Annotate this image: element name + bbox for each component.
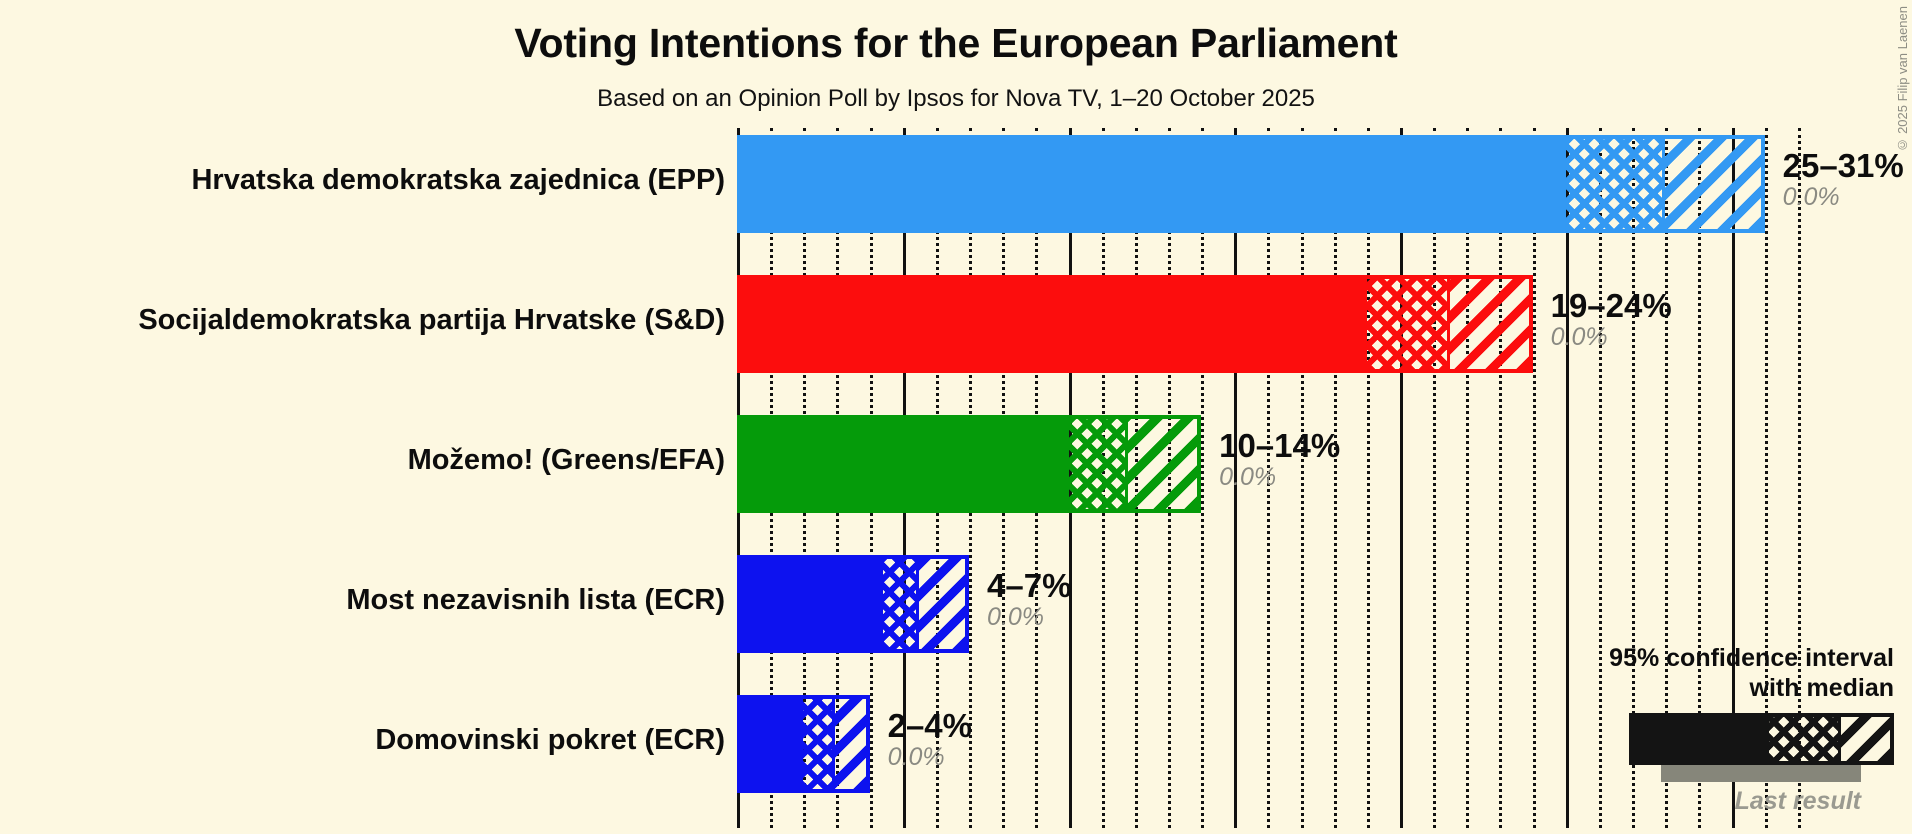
legend-caption: 95% confidence interval with median (1494, 644, 1894, 703)
copyright-notice: © 2025 Filip van Laenen (1895, 6, 1910, 153)
bar-segment-crosshatch (1068, 419, 1129, 509)
gridline-minor (1267, 128, 1271, 828)
bar-segment-crosshatch (1565, 139, 1666, 229)
bar-segment-crosshatch (803, 699, 835, 789)
value-label-group-5: 2–4% 0.0% (888, 709, 972, 773)
legend-caption-line1: 95% confidence interval (1609, 644, 1894, 672)
bar-track (737, 135, 1765, 233)
bar-4 (737, 555, 970, 653)
bar-segment-crosshatch (882, 559, 920, 649)
last-result-value: 0.0% (887, 743, 945, 771)
bar-segment-solid (741, 699, 804, 789)
confidence-interval-value: 4–7% (987, 567, 1072, 604)
gridline-minor (1764, 128, 1768, 828)
gridline-minor (1499, 128, 1503, 828)
legend-last-result-bar (1661, 765, 1861, 782)
gridline-minor (1632, 128, 1636, 828)
category-label-4: Most nezavisnih lista (ECR) (346, 584, 725, 616)
last-result-value: 0.0% (1219, 463, 1277, 491)
gridline-major (1234, 128, 1238, 828)
last-result-value: 0.0% (1550, 323, 1608, 351)
last-result-value: 0.0% (987, 603, 1045, 631)
bar-1 (737, 135, 1765, 233)
legend-caption-line2: with median (1749, 673, 1894, 702)
gridline-minor (1797, 128, 1801, 828)
gridline-minor (1201, 128, 1205, 828)
bar-track (737, 415, 1202, 513)
legend-segment-diagonal (1841, 717, 1890, 761)
bar-track (737, 695, 870, 793)
gridline-minor (1698, 128, 1702, 828)
gridline-minor (1433, 128, 1437, 828)
gridline-minor (1300, 128, 1304, 828)
bar-segment-crosshatch (1366, 279, 1450, 369)
page-subtitle: Based on an Opinion Poll by Ipsos for No… (597, 85, 1315, 112)
value-label-group-4: 4–7% 0.0% (987, 569, 1071, 633)
value-label-group-2: 19–24% 0.0% (1551, 289, 1672, 353)
bar-3 (737, 415, 1202, 513)
category-label-2: Socijaldemokratska partija Hrvatske (S&D… (138, 304, 725, 336)
gridline-minor (1532, 128, 1536, 828)
legend-segment-solid (1633, 717, 1769, 761)
bar-track (737, 275, 1533, 373)
category-label-3: Možemo! (Greens/EFA) (407, 444, 725, 476)
bar-segment-solid (741, 419, 1069, 509)
gridline-minor (1598, 128, 1602, 828)
value-label-group-3: 10–14% 0.0% (1219, 429, 1340, 493)
legend-sample-bar (1629, 713, 1894, 765)
gridline-major (1565, 128, 1569, 828)
bar-5 (737, 695, 870, 793)
legend: 95% confidence interval with median Last… (1494, 644, 1894, 816)
value-label-group-1: 25–31% 0.0% (1783, 149, 1904, 213)
gridline-major (1731, 128, 1735, 828)
gridline-minor (1466, 128, 1470, 828)
bar-segment-diagonal (919, 559, 966, 649)
category-label-5: Domovinski pokret (ECR) (375, 724, 725, 756)
confidence-interval-value: 19–24% (1550, 287, 1672, 324)
bar-segment-solid (741, 559, 883, 649)
category-label-1: Hrvatska demokratska zajednica (EPP) (191, 164, 725, 196)
confidence-interval-value: 10–14% (1219, 427, 1341, 464)
bar-segment-solid (741, 139, 1566, 229)
bar-segment-diagonal (1665, 139, 1761, 229)
last-result-value: 0.0% (1782, 183, 1840, 211)
bar-track (737, 555, 970, 653)
bar-2 (737, 275, 1533, 373)
confidence-interval-value: 25–31% (1782, 147, 1904, 184)
gridline-minor (1665, 128, 1669, 828)
gridline-minor (1366, 128, 1370, 828)
page-title: Voting Intentions for the European Parli… (514, 20, 1398, 66)
legend-segment-crosshatch (1769, 717, 1841, 761)
bar-segment-diagonal (1128, 419, 1198, 509)
gridline-major (1400, 128, 1403, 828)
confidence-interval-value: 2–4% (887, 707, 972, 744)
bar-segment-solid (741, 279, 1367, 369)
bar-segment-diagonal (1449, 279, 1529, 369)
gridline-minor (1333, 128, 1337, 828)
bar-segment-diagonal (834, 699, 866, 789)
legend-last-result-label: Last result (1734, 787, 1861, 815)
